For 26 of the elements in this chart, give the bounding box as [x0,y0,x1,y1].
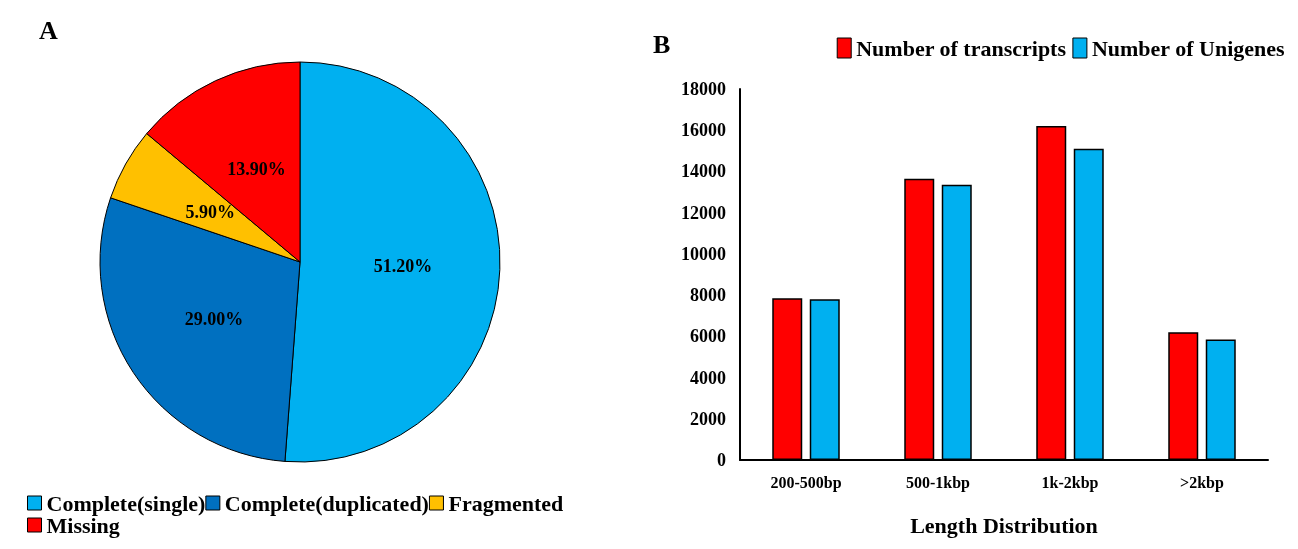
x-tick-label: 1k-2kbp [1041,473,1099,492]
y-tick-label: 18000 [681,79,726,99]
legend-label: Number of transcripts [856,35,1067,61]
legend-label: Complete(single) [46,490,206,516]
y-tick-label: 14000 [681,161,726,182]
y-tick-label: 6000 [690,326,726,347]
y-tick-label: 16000 [681,120,726,141]
legend-label: Fragmented [448,490,564,516]
data-label: 51.20% [373,255,433,276]
chart-title: B [653,29,671,59]
data-label: 29.00% [184,308,244,329]
y-tick-label: 4000 [690,367,726,388]
y-tick-label: 0 [717,450,726,470]
data-label: 13.90% [227,158,286,179]
y-tick-label: 12000 [681,202,726,223]
x-tick-label: >2kbp [1180,473,1225,492]
legend-label: Complete(duplicated) [224,490,429,516]
y-tick-label: 8000 [690,285,726,306]
chart-title: A [39,15,58,45]
data-label: 5.90% [185,201,235,222]
y-tick-label: 10000 [681,243,726,264]
legend-label: Number of Unigenes [1091,35,1286,61]
x-axis-title: Length Distribution [910,512,1098,538]
x-tick-label: 200-500bp [770,473,842,492]
y-tick-label: 2000 [690,408,726,429]
x-tick-label: 500-1kbp [905,473,971,492]
